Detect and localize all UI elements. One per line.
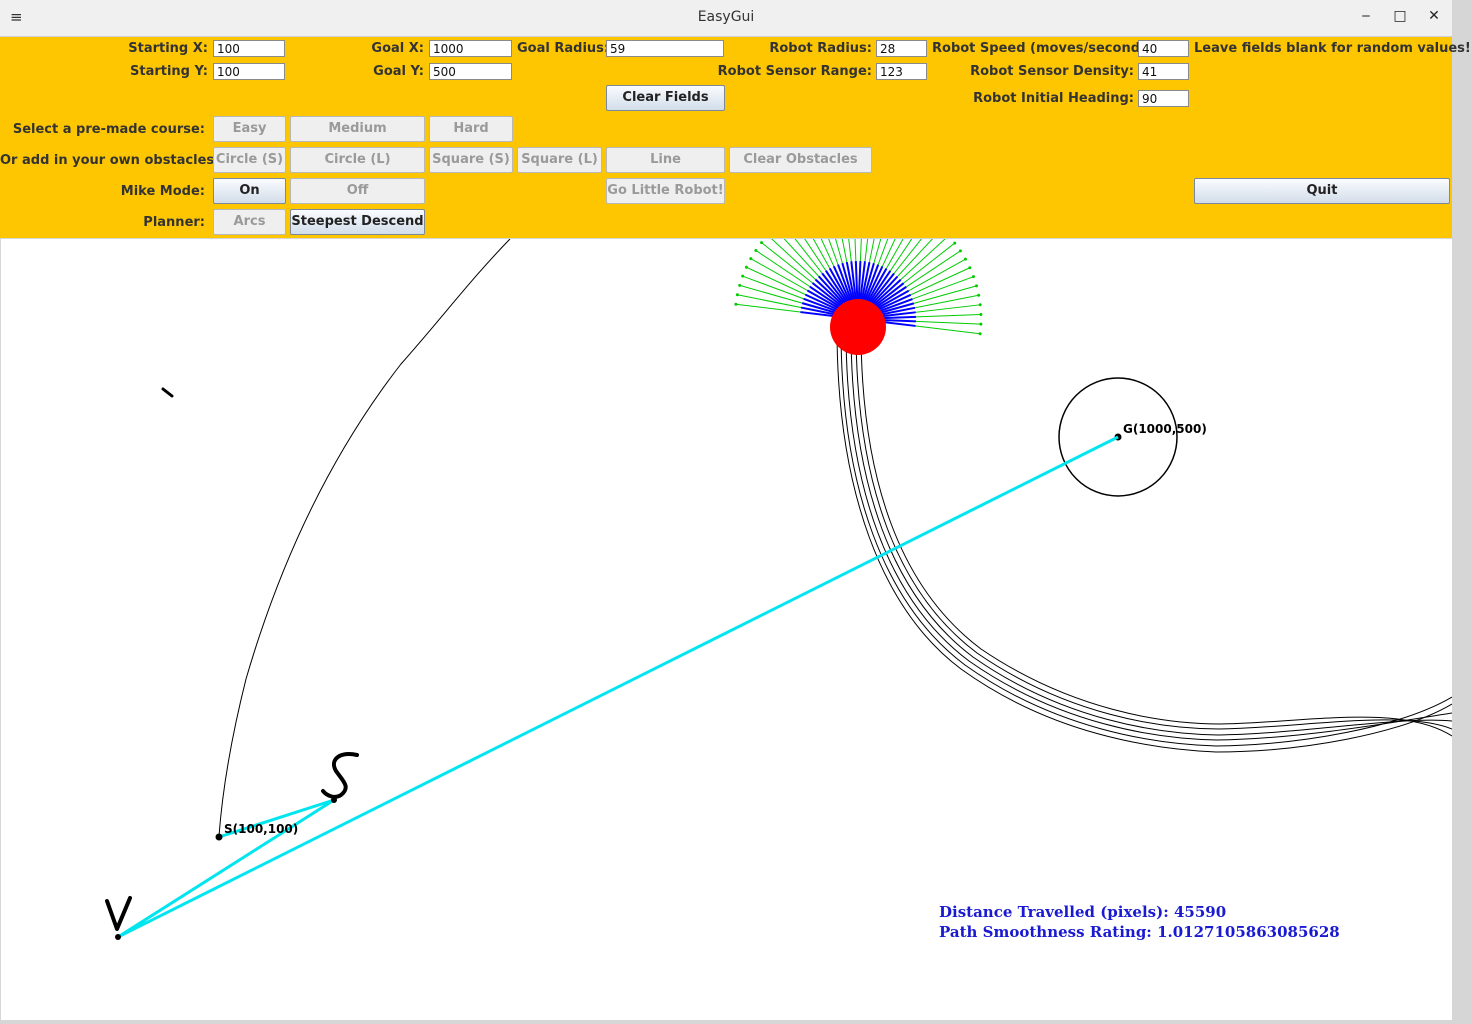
line-obstacle-button[interactable]: Line (606, 147, 725, 173)
robot-trail (836, 328, 1452, 753)
start-x-input[interactable] (213, 40, 285, 57)
circle-large-button[interactable]: Circle (L) (290, 147, 425, 173)
simulation-drawing: G(1000,500) S(100,100) (105, 239, 1452, 940)
goal-radius-label: Goal Radius: (517, 41, 610, 56)
handwritten-s-mark (321, 752, 359, 799)
square-small-button[interactable]: Square (S) (429, 147, 513, 173)
hamburger-menu-icon[interactable]: ≡ (10, 8, 23, 26)
quit-button[interactable]: Quit (1194, 178, 1450, 204)
maximize-icon[interactable]: □ (1393, 8, 1407, 24)
robot-initial-heading-input[interactable] (1138, 90, 1189, 107)
course-label: Select a pre-made course: (12, 122, 205, 137)
robot-sensor-range-input[interactable] (876, 63, 927, 80)
go-little-robot-button[interactable]: Go Little Robot! (606, 178, 725, 204)
start-y-input[interactable] (213, 63, 285, 80)
obstacle-curve (218, 239, 511, 837)
easy-course-button[interactable]: Easy (213, 116, 286, 142)
handwritten-v-mark (105, 896, 132, 931)
goal-x-label: Goal X: (371, 41, 424, 56)
stray-mark (161, 387, 174, 398)
arcs-planner-button[interactable]: Arcs (213, 209, 286, 235)
goal-y-label: Goal Y: (373, 64, 424, 79)
mike-mode-label: Mike Mode: (120, 184, 205, 199)
mike-mode-on-button[interactable]: On (213, 178, 286, 204)
start-x-label: Starting X: (128, 41, 208, 56)
planner-label: Planner: (143, 215, 205, 230)
start-y-label: Starting Y: (130, 64, 208, 79)
title-bar: ≡ EasyGui ‒ □ ✕ (0, 0, 1452, 37)
robot-sensor-density-label: Robot Sensor Density: (970, 64, 1134, 79)
robot-initial-heading-label: Robot Initial Heading: (973, 91, 1134, 106)
robot-speed-label: Robot Speed (moves/second): (932, 41, 1152, 56)
window-title: EasyGui (697, 9, 755, 25)
goal-x-input[interactable] (429, 40, 512, 57)
medium-course-button[interactable]: Medium (290, 116, 425, 142)
robot-sensor-range-label: Robot Sensor Range: (717, 64, 872, 79)
start-label: S(100,100) (224, 822, 298, 836)
path-smoothness: Path Smoothness Rating: 1.01271058630856… (939, 923, 1340, 941)
control-panel: Starting X: Goal X: Goal Radius: Robot R… (0, 37, 1471, 238)
blank-fields-hint: Leave fields blank for random values! (1194, 41, 1471, 56)
goal-circle (1058, 377, 1178, 497)
clear-obstacles-button[interactable]: Clear Obstacles (729, 147, 872, 173)
distance-travelled: Distance Travelled (pixels): 45590 (939, 903, 1227, 921)
mike-mode-off-button[interactable]: Off (290, 178, 425, 204)
goal-y-input[interactable] (429, 63, 512, 80)
goal-radius-input[interactable] (606, 40, 724, 57)
robot-radius-input[interactable] (876, 40, 927, 57)
minimize-icon[interactable]: ‒ (1361, 8, 1371, 24)
robot-body (830, 299, 886, 355)
clear-fields-button[interactable]: Clear Fields (606, 85, 725, 111)
robot-radius-label: Robot Radius: (769, 41, 872, 56)
circle-small-button[interactable]: Circle (S) (213, 147, 286, 173)
simulation-canvas[interactable]: G(1000,500) S(100,100) Distance Travelle… (1, 239, 1452, 1020)
obstacles-label: Or add in your own obstacles: (0, 153, 220, 168)
start-point (215, 833, 223, 841)
close-icon[interactable]: ✕ (1428, 8, 1440, 24)
goal-label: G(1000,500) (1123, 422, 1207, 436)
hard-course-button[interactable]: Hard (429, 116, 513, 142)
planned-path (117, 435, 1119, 939)
waypoint-v (115, 934, 121, 940)
robot-sensor-density-input[interactable] (1138, 63, 1189, 80)
robot-speed-input[interactable] (1138, 40, 1189, 57)
square-large-button[interactable]: Square (L) (517, 147, 602, 173)
steepest-descend-planner-button[interactable]: Steepest Descend (290, 209, 425, 235)
